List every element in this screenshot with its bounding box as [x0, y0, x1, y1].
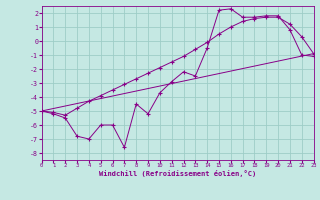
X-axis label: Windchill (Refroidissement éolien,°C): Windchill (Refroidissement éolien,°C)	[99, 170, 256, 177]
